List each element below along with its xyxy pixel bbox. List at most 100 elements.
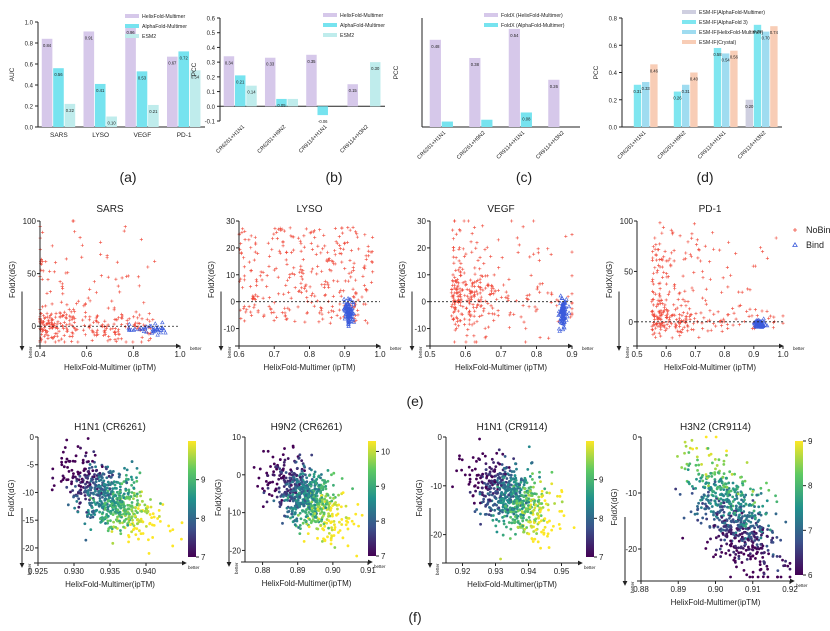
data-point: [309, 521, 313, 525]
nobind-marker: [482, 261, 486, 266]
data-point: [533, 492, 537, 496]
nobind-marker: [468, 278, 473, 282]
data-point: [171, 544, 175, 548]
nobind-marker: [287, 290, 291, 294]
nobind-marker: [73, 230, 77, 234]
data-point: [111, 508, 115, 512]
panel-labels: (a) (b) (c) (d) (e) (f): [119, 169, 713, 625]
data-point: [330, 512, 334, 516]
data-point: [759, 486, 763, 490]
y-axis-label: AUC: [9, 67, 16, 81]
data-point: [696, 507, 700, 511]
nobind-marker: [284, 317, 288, 322]
nobind-marker: [452, 299, 456, 303]
data-point: [735, 494, 739, 498]
nobind-marker: [310, 247, 315, 252]
data-point: [501, 452, 505, 456]
data-point: [734, 507, 738, 510]
data-point: [731, 495, 735, 499]
nobind-marker: [293, 286, 297, 290]
nobind-marker: [45, 311, 49, 315]
bar: [713, 47, 722, 127]
nobind-marker: [49, 317, 53, 321]
nobind-marker: [492, 273, 496, 277]
nobind-marker: [451, 317, 455, 321]
nobind-marker: [76, 299, 81, 303]
nobind-marker: [53, 315, 58, 319]
data-point: [545, 491, 549, 495]
data-point: [301, 472, 305, 475]
data-point: [714, 495, 718, 499]
data-point: [458, 454, 461, 458]
data-point: [719, 529, 723, 533]
data-point: [526, 491, 530, 495]
data-point: [344, 516, 348, 519]
y-axis-label: PCC: [593, 65, 600, 79]
nobind-marker: [325, 259, 329, 263]
data-point: [778, 555, 782, 558]
bind-marker: [761, 319, 767, 324]
data-point: [530, 525, 534, 529]
nobind-marker: [454, 315, 458, 319]
nobind-marker: [462, 323, 467, 327]
data-point: [767, 524, 770, 528]
data-point: [95, 487, 99, 491]
points: [237, 225, 375, 329]
bar-panel-c: PCC0.48CR6261+H1N10.38CR6261+H9N20.540.0…: [393, 13, 580, 161]
nobind-marker: [459, 273, 463, 277]
data-point: [733, 472, 737, 476]
nobind-marker: [664, 298, 668, 302]
y-tick-label: 0: [633, 433, 638, 442]
bar: [41, 38, 53, 127]
data-point: [99, 520, 103, 524]
x-better-note: better: [188, 565, 200, 570]
data-point: [722, 488, 726, 492]
bind-marker: [556, 326, 562, 331]
data-point: [728, 493, 732, 497]
data-point: [506, 487, 510, 491]
data-point: [542, 528, 545, 532]
data-point: [734, 519, 738, 523]
bind-marker: [560, 301, 565, 306]
data-point: [87, 460, 90, 463]
data-point: [480, 491, 484, 495]
data-point: [507, 466, 511, 469]
data-point: [705, 504, 708, 508]
data-point: [93, 473, 96, 476]
nobind-marker: [538, 336, 542, 340]
nobind-marker: [369, 280, 374, 284]
nobind-marker: [464, 306, 469, 310]
data-point: [111, 470, 115, 473]
data-point: [694, 463, 698, 467]
data-point: [501, 533, 505, 537]
data-label: 0.56: [54, 72, 63, 77]
x-tick-label: 0.6: [460, 350, 472, 359]
nobind-marker: [458, 303, 462, 307]
data-point: [85, 511, 89, 514]
data-point: [735, 527, 739, 530]
nobind-marker: [682, 257, 686, 261]
nobind-marker: [688, 313, 693, 317]
nobind-marker: [725, 265, 729, 270]
data-point: [98, 517, 102, 521]
data-point: [717, 485, 721, 489]
nobind-marker: [299, 275, 303, 279]
points: [252, 444, 364, 558]
data-point: [308, 518, 312, 521]
data-point: [301, 500, 305, 504]
data-point: [750, 493, 754, 497]
category-label: CR9114+H3N2: [339, 124, 369, 154]
nobind-marker: [453, 328, 457, 332]
nobind-marker: [662, 325, 667, 329]
data-point: [337, 520, 341, 524]
nobind-marker: [663, 249, 667, 253]
data-point: [742, 504, 746, 508]
data-point: [87, 466, 91, 470]
data-point: [104, 497, 108, 501]
data-point: [310, 478, 314, 481]
data-point: [117, 513, 121, 516]
data-point: [480, 486, 484, 490]
nobind-marker: [658, 311, 662, 315]
data-point: [290, 512, 294, 516]
